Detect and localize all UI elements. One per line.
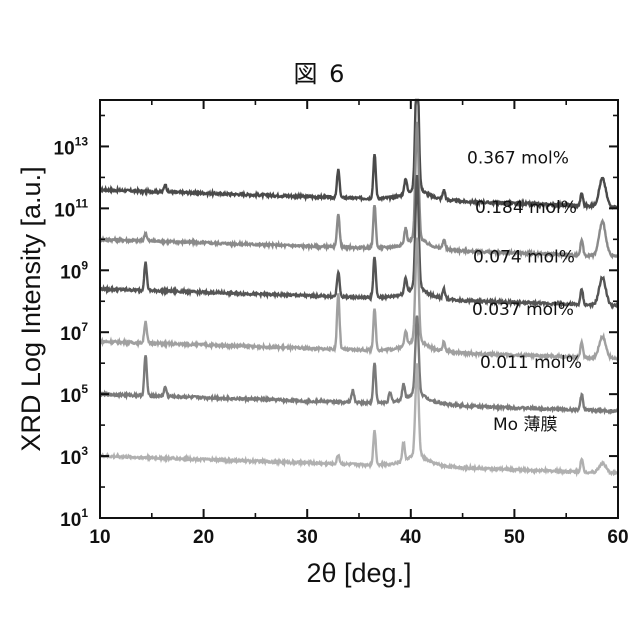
x-axis-label: 2θ [deg.]: [306, 558, 411, 588]
x-tick-label: 10: [89, 527, 110, 548]
x-tick-label: 20: [193, 527, 214, 548]
series-label: 0.074 mol%: [473, 248, 575, 268]
x-tick-label: 60: [607, 527, 628, 548]
x-tick-label: 40: [400, 527, 421, 548]
series-label: Mo 薄膜: [493, 415, 557, 435]
y-axis-label: XRD Log Intensity [a.u.]: [16, 166, 46, 451]
series-label: 0.037 mol%: [472, 300, 574, 320]
x-tick-label: 30: [297, 527, 318, 548]
series-label: 0.184 mol%: [475, 198, 577, 218]
y-tick-label: 109: [60, 258, 88, 283]
x-tick-label: 50: [504, 527, 525, 548]
series-label: 0.367 mol%: [467, 149, 569, 169]
y-tick-label: 1013: [54, 134, 89, 159]
y-tick-label: 105: [60, 382, 88, 407]
y-tick-label: 1011: [54, 196, 88, 221]
y-tick-label: 103: [60, 444, 88, 469]
series-label: 0.011 mol%: [480, 353, 582, 373]
y-tick-label: 101: [60, 506, 88, 531]
y-tick-label: 107: [60, 320, 88, 345]
label-layer: 0.367 mol% 0.184 mol% 0.074 mol% 0.037 mol%…: [467, 149, 582, 435]
series-line: [100, 122, 618, 257]
